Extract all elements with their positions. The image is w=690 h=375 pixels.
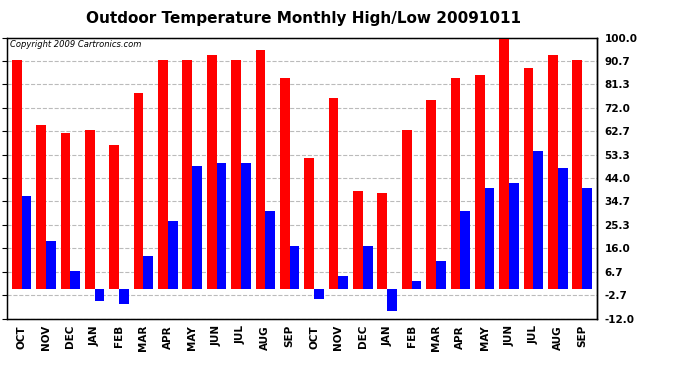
Bar — [402, 130, 411, 289]
Bar — [436, 261, 446, 289]
Bar — [475, 75, 484, 289]
Bar — [158, 60, 168, 289]
Bar — [193, 166, 202, 289]
Bar — [144, 256, 153, 289]
Bar — [182, 60, 193, 289]
Bar — [70, 271, 80, 289]
Bar — [290, 246, 299, 289]
Text: Outdoor Temperature Monthly High/Low 20091011: Outdoor Temperature Monthly High/Low 200… — [86, 11, 521, 26]
Bar — [509, 183, 519, 289]
Bar — [207, 55, 217, 289]
Bar — [304, 158, 314, 289]
Bar — [524, 68, 533, 289]
Bar — [363, 246, 373, 289]
Bar — [241, 163, 250, 289]
Bar — [582, 188, 592, 289]
Bar — [426, 100, 436, 289]
Bar — [46, 241, 56, 289]
Bar — [36, 125, 46, 289]
Bar — [338, 276, 348, 289]
Bar — [95, 289, 104, 301]
Bar — [548, 55, 558, 289]
Bar — [451, 78, 460, 289]
Bar — [387, 289, 397, 311]
Bar — [109, 146, 119, 289]
Bar — [21, 196, 31, 289]
Bar — [61, 133, 70, 289]
Bar — [353, 190, 363, 289]
Bar — [134, 93, 144, 289]
Bar — [533, 150, 543, 289]
Bar — [314, 289, 324, 298]
Bar — [500, 33, 509, 289]
Bar — [255, 50, 266, 289]
Bar — [558, 168, 568, 289]
Bar — [119, 289, 129, 304]
Bar — [411, 281, 422, 289]
Bar — [12, 60, 21, 289]
Bar — [484, 188, 495, 289]
Bar — [231, 60, 241, 289]
Text: Copyright 2009 Cartronics.com: Copyright 2009 Cartronics.com — [10, 40, 141, 50]
Bar — [266, 211, 275, 289]
Bar — [573, 60, 582, 289]
Bar — [460, 211, 470, 289]
Bar — [217, 163, 226, 289]
Bar — [85, 130, 95, 289]
Bar — [377, 193, 387, 289]
Bar — [280, 78, 290, 289]
Bar — [328, 98, 338, 289]
Bar — [168, 221, 177, 289]
